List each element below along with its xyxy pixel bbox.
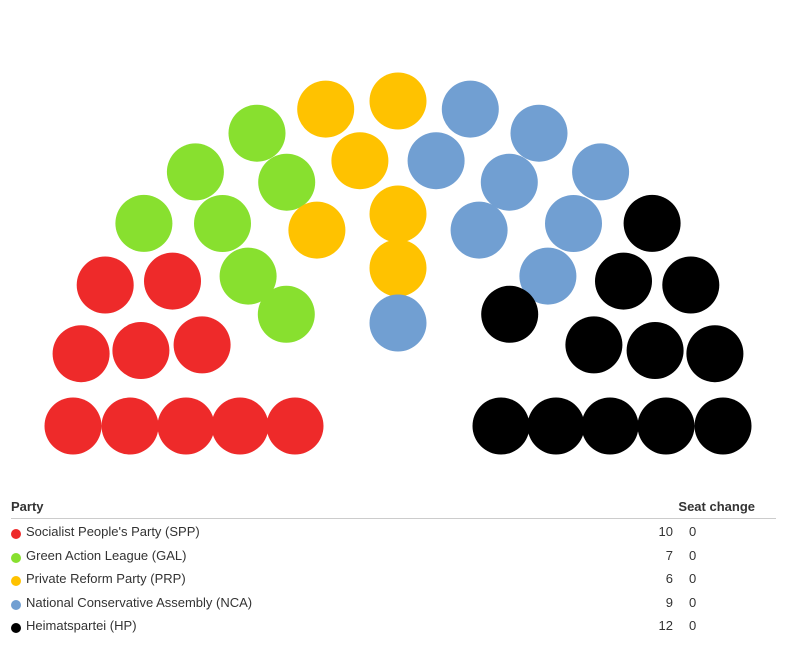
seat-4-11 xyxy=(472,397,530,455)
legend-swatch xyxy=(11,599,21,610)
party-name: Heimatspartei (HP) xyxy=(26,618,137,633)
seat-count: 7 xyxy=(665,547,673,563)
seat-change: 0 xyxy=(689,571,697,586)
seat-2-2 xyxy=(331,132,389,190)
seat-4-6 xyxy=(686,325,744,383)
seat-1-4 xyxy=(166,143,224,201)
seat-0-1 xyxy=(101,397,159,455)
party-name: National Conservative Assembly (NCA) xyxy=(26,594,253,610)
seat-count: 6 xyxy=(665,571,673,586)
table-row: Heimatspartei (HP) 12 0 xyxy=(11,613,776,637)
seat-count: 10 xyxy=(658,524,673,539)
seat-change: 0 xyxy=(689,618,697,633)
seat-4-3 xyxy=(662,256,720,314)
seat-change: 0 xyxy=(689,594,697,610)
seat-3-3 xyxy=(450,201,508,259)
seat-0-7 xyxy=(173,316,231,374)
table-header: Party Seat change xyxy=(11,497,776,519)
seat-change-column-header: Seat change xyxy=(678,499,755,514)
seat-1-1 xyxy=(219,247,277,305)
seat-0-2 xyxy=(157,397,215,455)
seat-change: 0 xyxy=(689,524,697,539)
seat-2-0 xyxy=(288,201,346,259)
seat-4-7 xyxy=(694,397,752,455)
party-table: Party Seat change Socialist People's Par… xyxy=(11,497,776,637)
seat-1-2 xyxy=(257,285,315,343)
legend-swatch xyxy=(11,529,21,539)
seat-0-9 xyxy=(144,252,201,310)
seat-0-0 xyxy=(44,397,102,455)
seat-3-7 xyxy=(545,195,602,252)
table-row: Socialist People's Party (SPP) 10 0 xyxy=(11,519,776,543)
seat-3-6 xyxy=(572,143,630,201)
seat-4-10 xyxy=(527,397,585,455)
seat-1-5 xyxy=(228,104,286,162)
seat-1-6 xyxy=(258,153,316,211)
party-column-header: Party xyxy=(11,499,44,514)
seat-count: 12 xyxy=(658,618,673,633)
party-name: Green Action League (GAL) xyxy=(26,547,187,563)
seat-change: 0 xyxy=(689,547,697,563)
seat-3-1 xyxy=(407,132,465,190)
seat-4-9 xyxy=(581,397,639,455)
seat-4-4 xyxy=(565,316,623,374)
seat-count: 9 xyxy=(665,594,673,610)
legend-swatch xyxy=(11,552,21,563)
seat-3-2 xyxy=(441,80,499,138)
table-row: Green Action League (GAL) 7 0 xyxy=(11,543,776,567)
party-name: Socialist People's Party (SPP) xyxy=(26,524,200,539)
table-row: National Conservative Assembly (NCA) 9 0 xyxy=(11,590,776,614)
legend-swatch xyxy=(11,623,21,633)
party-name: Private Reform Party (PRP) xyxy=(26,571,186,586)
seat-3-4 xyxy=(480,153,538,211)
seat-3-8 xyxy=(519,247,577,305)
table-row: Private Reform Party (PRP) 6 0 xyxy=(11,566,776,590)
seat-4-8 xyxy=(637,397,695,455)
seat-0-4 xyxy=(266,397,324,455)
seat-0-5 xyxy=(52,325,110,383)
seat-4-2 xyxy=(595,252,652,310)
seat-1-3 xyxy=(194,195,251,252)
seat-1-0 xyxy=(115,194,173,252)
seat-2-5 xyxy=(369,239,427,297)
seat-4-0 xyxy=(481,285,539,343)
seat-3-5 xyxy=(510,104,568,162)
seat-0-3 xyxy=(211,397,269,455)
legend-swatch xyxy=(11,576,21,586)
seat-3-0 xyxy=(369,294,427,352)
seat-2-4 xyxy=(369,185,427,243)
seat-0-6 xyxy=(112,322,170,379)
seat-0-8 xyxy=(76,256,134,314)
parliament-chart xyxy=(44,72,752,455)
seat-4-1 xyxy=(623,194,681,252)
seat-4-5 xyxy=(626,322,684,379)
seat-2-1 xyxy=(297,80,355,138)
seat-2-3 xyxy=(369,72,427,130)
